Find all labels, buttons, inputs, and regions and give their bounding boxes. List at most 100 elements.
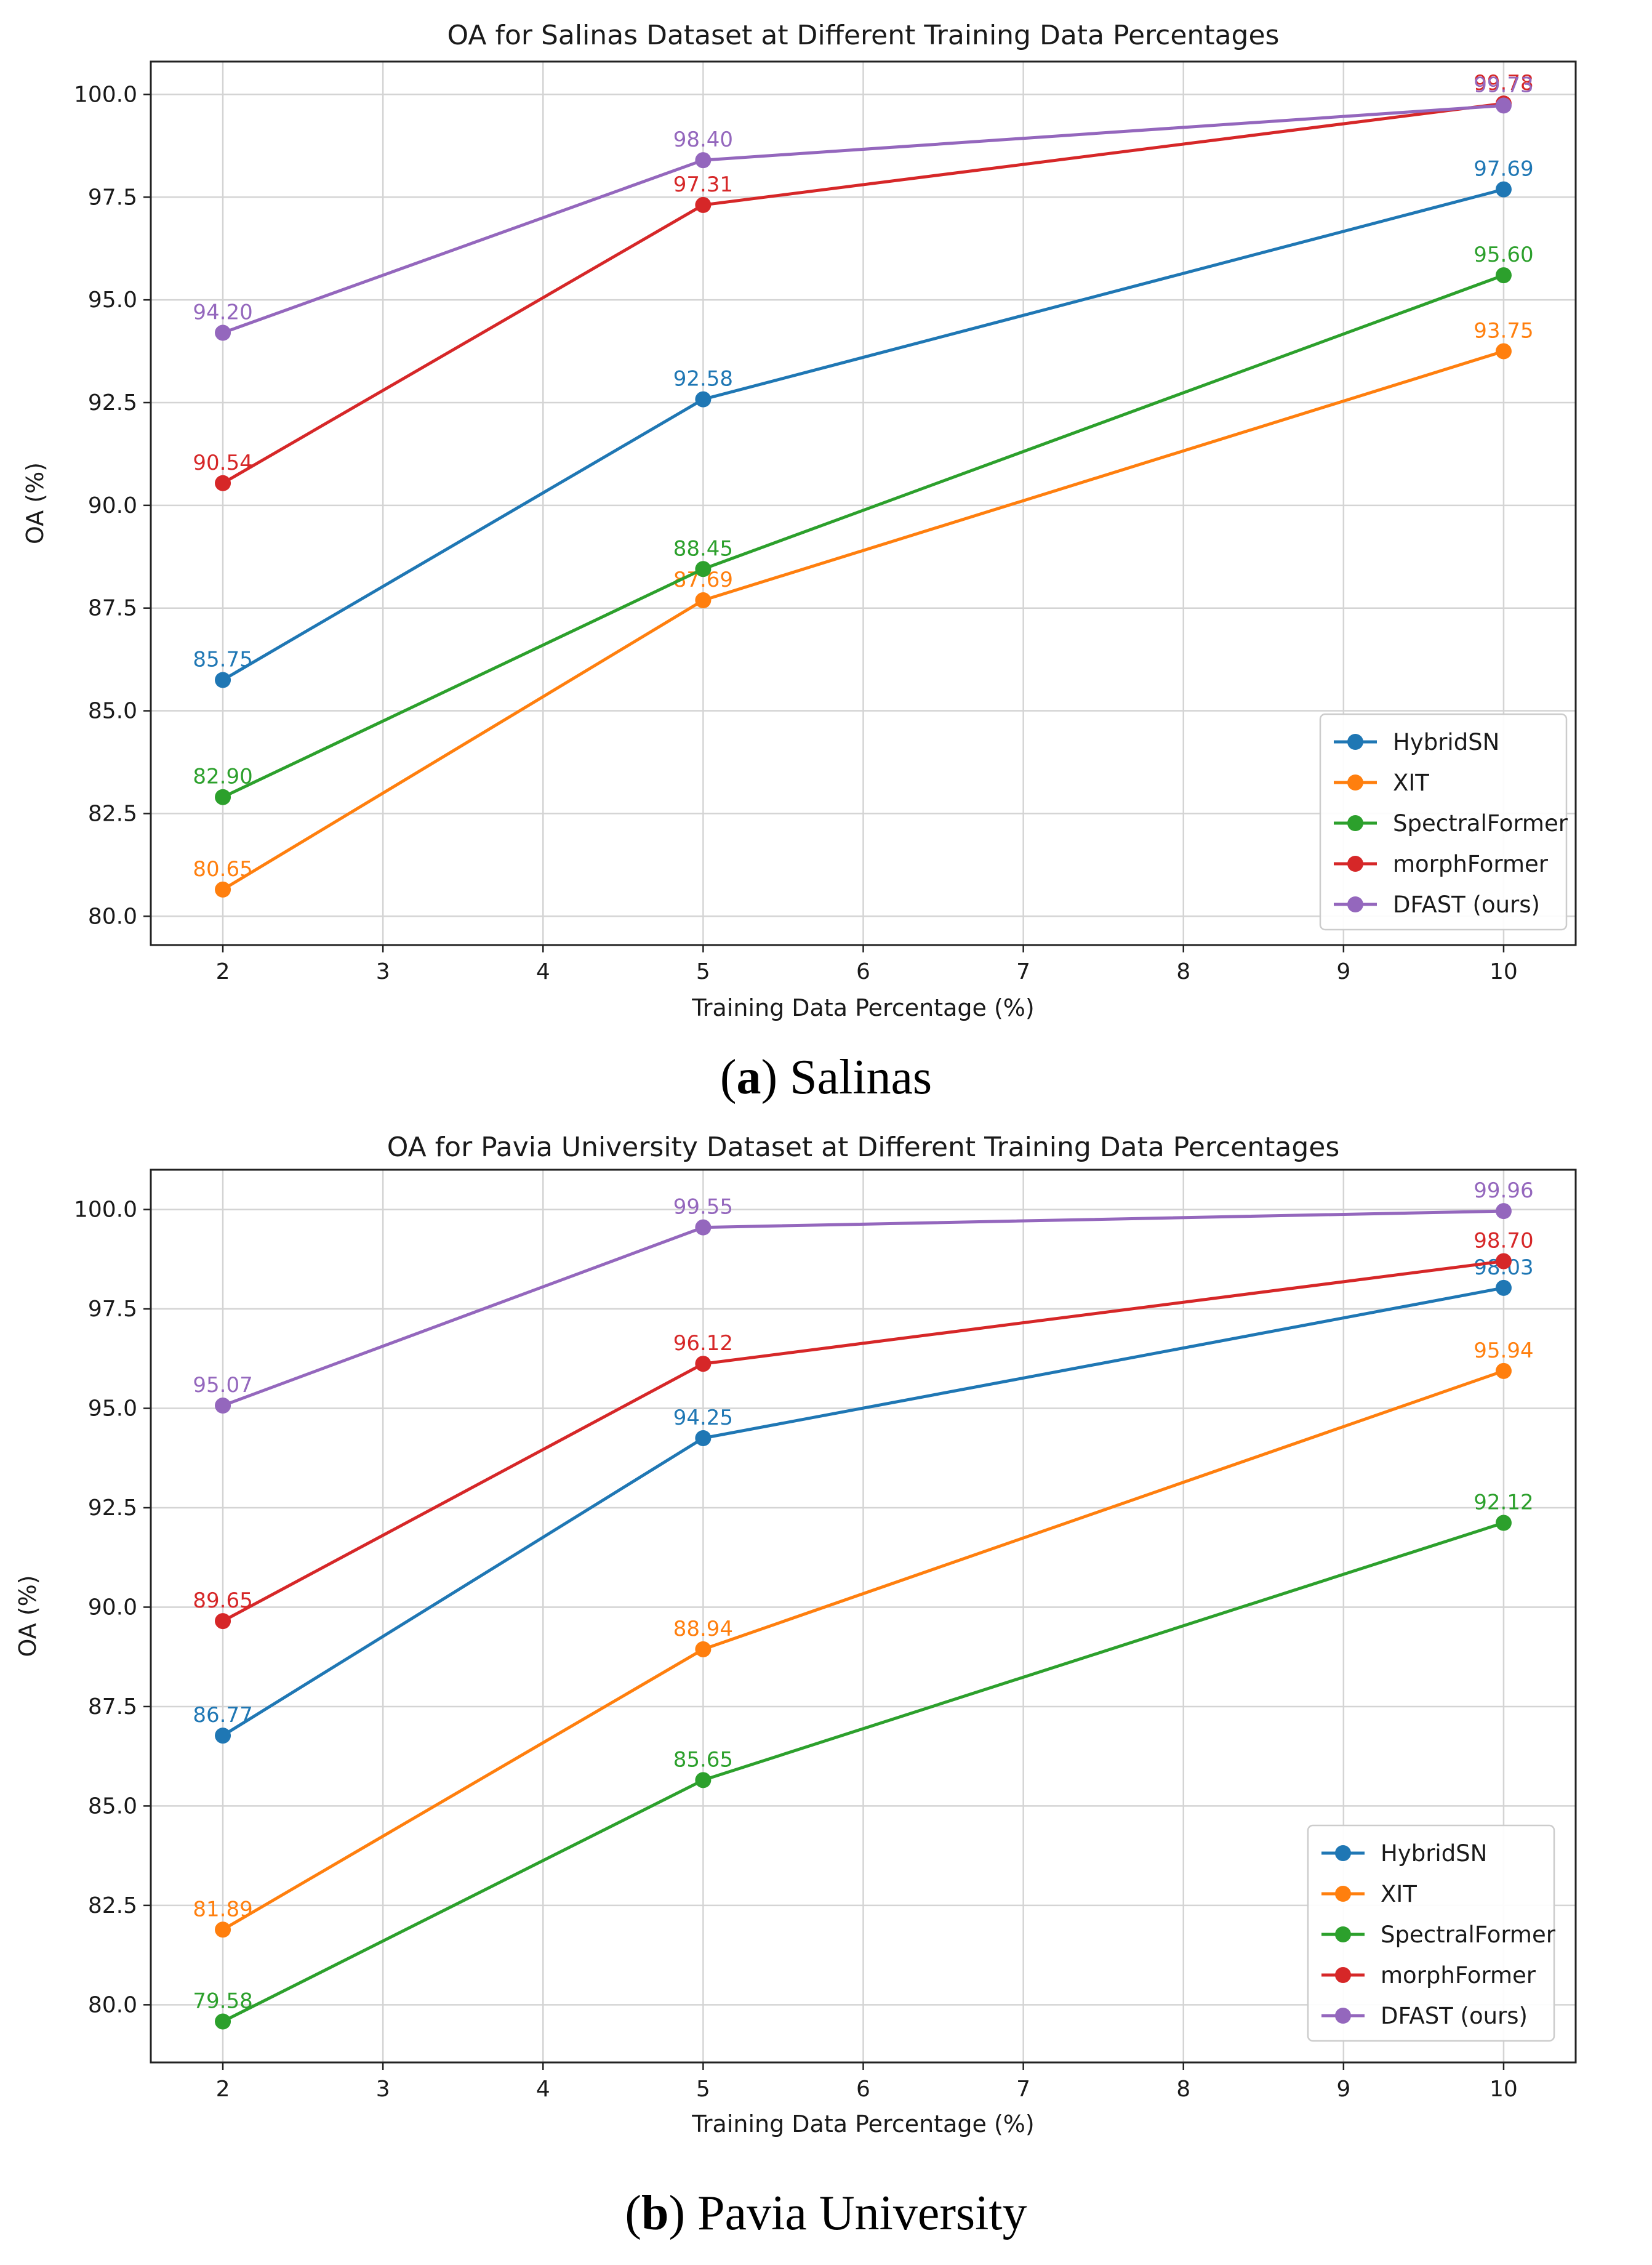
data-label: 99.96 (1474, 1178, 1533, 1203)
data-point (695, 196, 712, 213)
x-tick-label: 4 (536, 959, 550, 984)
y-tick-label: 97.5 (88, 185, 137, 210)
data-label: 93.75 (1474, 319, 1533, 344)
data-point (1495, 1203, 1512, 1220)
y-tick-label: 82.5 (88, 801, 137, 826)
pavia-oa-chart: 2 3 4 5 6 7 8 9 10 80.0 82.5 85.0 87.5 90.0 92.5 95.0 97… (14, 1132, 1577, 2138)
y-tick-label: 97.5 (88, 1297, 137, 1322)
x-axis-label: Training Data Percentage (%) (691, 994, 1034, 1021)
y-tick-label: 92.5 (88, 1495, 137, 1521)
legend-marker (1347, 815, 1363, 831)
y-tick-label: 92.5 (88, 390, 137, 416)
x-tick-label: 2 (216, 959, 230, 984)
legend-label: DFAST (ours) (1393, 891, 1540, 918)
data-label: 89.65 (193, 1588, 252, 1613)
data-label: 97.69 (1474, 157, 1533, 182)
y-tick-label: 80.0 (88, 1992, 137, 2018)
legend-label: XIT (1393, 770, 1429, 796)
caption-b-text: Pavia University (697, 2186, 1027, 2240)
legend-marker (1347, 856, 1363, 872)
legend-box (1307, 1824, 1555, 2042)
data-label: 88.94 (673, 1617, 733, 1641)
y-tick-label: 80.0 (88, 904, 137, 929)
data-label: 95.07 (193, 1373, 252, 1398)
caption-b-letter: b (641, 2186, 669, 2240)
x-axis-label: Training Data Percentage (%) (691, 2110, 1034, 2138)
x-tick-label: 7 (1016, 959, 1030, 984)
x-tick-label: 6 (856, 959, 870, 984)
x-tick-label: 5 (696, 959, 710, 984)
y-tick-label: 85.0 (88, 699, 137, 724)
caption-a: (a) Salinas (720, 1050, 932, 1104)
legend-label: HybridSN (1381, 1840, 1487, 1867)
data-label: 79.58 (193, 1989, 252, 2013)
legend-marker (1335, 1926, 1351, 1942)
data-point (1495, 1279, 1512, 1296)
legend-marker (1347, 896, 1363, 912)
data-label: 85.75 (193, 648, 252, 672)
data-label: 98.70 (1474, 1229, 1533, 1253)
y-tick-label: 82.5 (88, 1893, 137, 1918)
x-tick-label: 7 (1016, 2077, 1030, 2102)
data-point (1495, 181, 1512, 198)
legend-label: morphFormer (1381, 1962, 1536, 1989)
legend-label: DFAST (ours) (1381, 2003, 1528, 2029)
data-point (695, 1772, 712, 1788)
data-label: 92.12 (1474, 1491, 1533, 1515)
data-point (695, 592, 712, 609)
caption-a-text: Salinas (790, 1050, 932, 1104)
caption-a-letter: a (736, 1050, 761, 1104)
x-tick-label: 9 (1336, 2077, 1350, 2102)
legend-label: SpectralFormer (1393, 810, 1568, 837)
data-point (1495, 1362, 1512, 1379)
data-point (215, 324, 231, 341)
salinas-oa-chart: 2 3 4 5 6 7 8 9 10 80.0 82.5 85.0 87.5 90.0 92.5 95.0 97… (22, 20, 1577, 1021)
data-point (215, 1728, 231, 1744)
data-point (1495, 343, 1512, 360)
data-label: 96.12 (673, 1331, 733, 1356)
legend-marker (1335, 1967, 1351, 1983)
data-label: 90.54 (193, 451, 252, 475)
data-label: 95.60 (1474, 243, 1533, 267)
data-label: 80.65 (193, 857, 252, 882)
x-tick-label: 6 (856, 2077, 870, 2102)
chart-title: OA for Salinas Dataset at Different Trai… (447, 20, 1280, 51)
x-tick-label: 9 (1336, 959, 1350, 984)
y-tick-label: 95.0 (88, 1396, 137, 1422)
data-point (695, 1219, 712, 1236)
legend-label: SpectralFormer (1381, 1921, 1556, 1948)
y-tick-label: 100.0 (74, 82, 137, 107)
data-label: 97.31 (673, 172, 733, 197)
data-label: 86.77 (193, 1703, 252, 1728)
data-label: 95.94 (1474, 1338, 1533, 1363)
legend-label: HybridSN (1393, 729, 1499, 755)
y-tick-label: 95.0 (88, 288, 137, 313)
data-point (215, 2013, 231, 2030)
data-label: 99.55 (673, 1195, 733, 1220)
y-axis-label: OA (%) (22, 462, 49, 544)
x-tick-label: 5 (696, 2077, 710, 2102)
legend-marker (1347, 734, 1363, 750)
data-point (695, 1430, 712, 1446)
data-point (1495, 1515, 1512, 1531)
legend-marker (1347, 774, 1363, 791)
data-point (695, 561, 712, 577)
data-label: 99.78 (1474, 71, 1533, 95)
data-point (1495, 267, 1512, 284)
x-tick-label: 3 (376, 959, 390, 984)
data-point (215, 475, 231, 491)
data-point (215, 1921, 231, 1938)
data-label: 92.58 (673, 367, 733, 392)
legend-box (1319, 713, 1568, 931)
caption-b: (b) Pavia University (625, 2186, 1027, 2240)
data-point (215, 1398, 231, 1414)
legend-marker (1335, 2008, 1351, 2024)
data-point (1495, 1253, 1512, 1269)
x-tick-label: 8 (1176, 2077, 1190, 2102)
x-tick-label: 10 (1490, 2077, 1518, 2102)
data-label: 88.45 (673, 536, 733, 561)
data-label: 82.90 (193, 765, 252, 789)
data-point (215, 789, 231, 805)
data-point (1495, 97, 1512, 114)
y-axis-label: OA (%) (14, 1575, 41, 1657)
